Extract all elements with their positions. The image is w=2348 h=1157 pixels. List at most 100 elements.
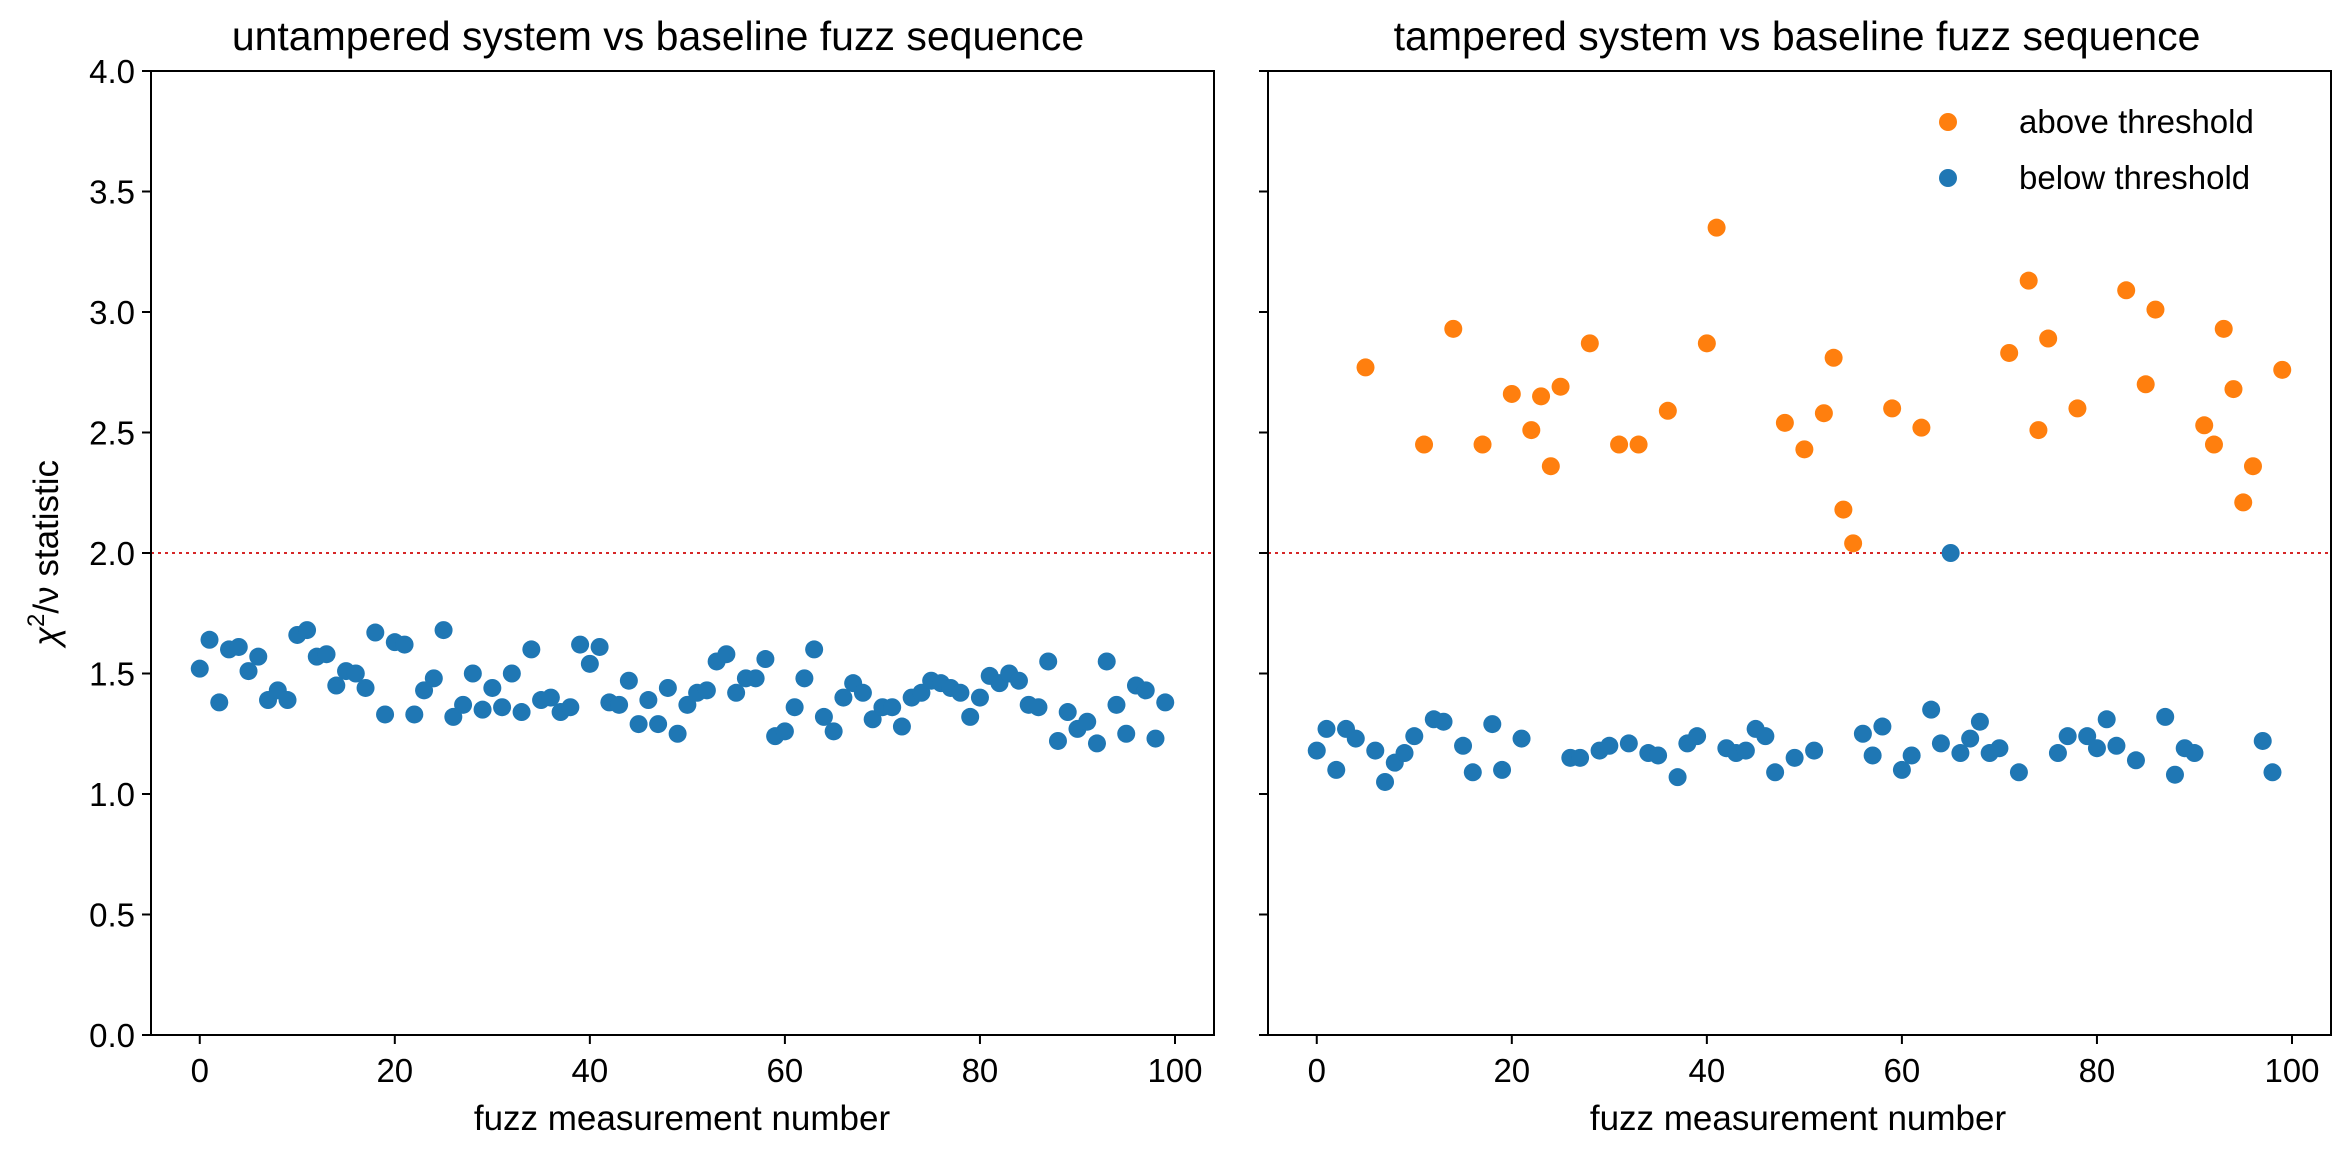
left-point-below-threshold-57 bbox=[746, 669, 765, 688]
right-point-above-threshold-5 bbox=[1356, 358, 1375, 377]
left-point-below-threshold-43 bbox=[610, 695, 629, 714]
right-point-above-threshold-52 bbox=[1814, 404, 1833, 423]
right-point-below-threshold-47 bbox=[1766, 763, 1785, 782]
right-point-above-threshold-96 bbox=[2243, 457, 2262, 476]
right-point-below-threshold-15 bbox=[1454, 736, 1473, 755]
right-point-above-threshold-50 bbox=[1795, 440, 1814, 459]
right-point-below-threshold-39 bbox=[1688, 727, 1707, 746]
left-point-below-threshold-64 bbox=[814, 707, 833, 726]
left-point-below-threshold-66 bbox=[834, 688, 853, 707]
left-point-below-threshold-39 bbox=[571, 635, 590, 654]
right-point-above-threshold-14 bbox=[1444, 319, 1463, 338]
right-point-below-threshold-46 bbox=[1756, 727, 1775, 746]
left-x-tick-label-80: 80 bbox=[962, 1052, 999, 1089]
right-point-below-threshold-77 bbox=[2058, 727, 2077, 746]
right-point-below-threshold-61 bbox=[1902, 746, 1921, 765]
left-point-below-threshold-31 bbox=[493, 698, 512, 717]
right-point-above-threshold-17 bbox=[1473, 435, 1492, 454]
left-point-below-threshold-99 bbox=[1156, 693, 1175, 712]
right-point-above-threshold-22 bbox=[1522, 421, 1541, 440]
right-point-below-threshold-35 bbox=[1649, 746, 1668, 765]
right-point-below-threshold-44 bbox=[1736, 741, 1755, 760]
left-x-tick-label-60: 60 bbox=[767, 1052, 804, 1089]
right-point-below-threshold-60 bbox=[1892, 760, 1911, 779]
left-point-below-threshold-30 bbox=[483, 678, 502, 697]
left-point-below-threshold-14 bbox=[327, 676, 346, 695]
right-point-below-threshold-68 bbox=[1970, 712, 1989, 731]
right-point-above-threshold-11 bbox=[1415, 435, 1434, 454]
left-point-below-threshold-21 bbox=[395, 635, 414, 654]
right-point-below-threshold-98 bbox=[2263, 763, 2282, 782]
right-point-above-threshold-54 bbox=[1834, 500, 1853, 519]
left-y-tick-label-3: 3.0 bbox=[89, 294, 135, 331]
right-point-below-threshold-90 bbox=[2185, 744, 2204, 763]
left-point-below-threshold-2 bbox=[210, 693, 229, 712]
left-point-below-threshold-22 bbox=[405, 705, 424, 724]
right-point-above-threshold-83 bbox=[2117, 281, 2136, 300]
right-point-below-threshold-56 bbox=[1853, 724, 1872, 743]
right-point-below-threshold-7 bbox=[1376, 772, 1395, 791]
left-point-below-threshold-95 bbox=[1117, 724, 1136, 743]
left-y-tick-label-1: 1.0 bbox=[89, 776, 135, 813]
left-point-below-threshold-9 bbox=[278, 691, 297, 710]
left-point-below-threshold-88 bbox=[1048, 731, 1067, 750]
legend-marker-above-threshold bbox=[1939, 113, 1957, 131]
left-x-tick-label-100: 100 bbox=[1147, 1052, 1202, 1089]
left-y-tick-label-0: 0.0 bbox=[89, 1017, 135, 1054]
right-point-below-threshold-27 bbox=[1571, 748, 1590, 767]
right-point-above-threshold-33 bbox=[1629, 435, 1648, 454]
right-point-below-threshold-81 bbox=[2097, 710, 2116, 729]
left-point-below-threshold-93 bbox=[1097, 652, 1116, 671]
left-point-below-threshold-18 bbox=[366, 623, 385, 642]
left-point-below-threshold-26 bbox=[444, 707, 463, 726]
right-point-below-threshold-13 bbox=[1434, 712, 1453, 731]
left-y-tick-label-0.5: 0.5 bbox=[89, 897, 135, 934]
y-axis-label-superscript: 2 bbox=[23, 614, 50, 627]
right-point-below-threshold-82 bbox=[2107, 736, 2126, 755]
left-point-below-threshold-13 bbox=[317, 645, 336, 664]
y-axis-label: χ2/ν statistic bbox=[23, 460, 66, 649]
left-point-below-threshold-17 bbox=[356, 678, 375, 697]
right-point-below-threshold-16 bbox=[1463, 763, 1482, 782]
y-axis-label-chi: χ bbox=[27, 626, 66, 649]
right-point-above-threshold-74 bbox=[2029, 421, 2048, 440]
right-point-below-threshold-63 bbox=[1922, 700, 1941, 719]
y-axis-label-rest: /ν statistic bbox=[27, 460, 66, 614]
left-points-layer bbox=[190, 621, 1175, 753]
left-point-below-threshold-38 bbox=[561, 698, 580, 717]
right-point-below-threshold-4 bbox=[1346, 729, 1365, 748]
right-point-above-threshold-94 bbox=[2224, 380, 2243, 399]
left-point-below-threshold-92 bbox=[1087, 734, 1106, 753]
left-point-below-threshold-11 bbox=[298, 621, 317, 640]
left-point-below-threshold-84 bbox=[1009, 671, 1028, 690]
right-point-above-threshold-59 bbox=[1883, 399, 1902, 418]
legend: above threshold below threshold bbox=[1939, 103, 2254, 196]
left-point-below-threshold-49 bbox=[668, 724, 687, 743]
right-point-below-threshold-49 bbox=[1785, 748, 1804, 767]
left-point-below-threshold-46 bbox=[639, 691, 658, 710]
left-point-below-threshold-98 bbox=[1146, 729, 1165, 748]
right-point-below-threshold-58 bbox=[1873, 717, 1892, 736]
left-point-below-threshold-4 bbox=[229, 637, 248, 656]
right-point-above-threshold-95 bbox=[2234, 493, 2253, 512]
left-point-below-threshold-5 bbox=[239, 662, 258, 681]
left-point-below-threshold-62 bbox=[795, 669, 814, 688]
left-y-tick-label-2.5: 2.5 bbox=[89, 415, 135, 452]
left-point-below-threshold-65 bbox=[824, 722, 843, 741]
right-x-axis-label: fuzz measurement number bbox=[1590, 1099, 2007, 1138]
left-point-below-threshold-23 bbox=[415, 681, 434, 700]
right-point-below-threshold-88 bbox=[2165, 765, 2184, 784]
left-point-below-threshold-54 bbox=[717, 645, 736, 664]
right-point-below-threshold-1 bbox=[1317, 719, 1336, 738]
right-point-above-threshold-36 bbox=[1658, 401, 1677, 420]
left-point-below-threshold-27 bbox=[454, 695, 473, 714]
right-point-above-threshold-75 bbox=[2039, 329, 2058, 348]
right-point-above-threshold-31 bbox=[1610, 435, 1629, 454]
right-point-above-threshold-20 bbox=[1502, 384, 1521, 403]
left-point-below-threshold-40 bbox=[580, 654, 599, 673]
left-point-below-threshold-28 bbox=[463, 664, 482, 683]
right-point-below-threshold-65 bbox=[1941, 544, 1960, 562]
right-point-below-threshold-72 bbox=[2009, 763, 2028, 782]
